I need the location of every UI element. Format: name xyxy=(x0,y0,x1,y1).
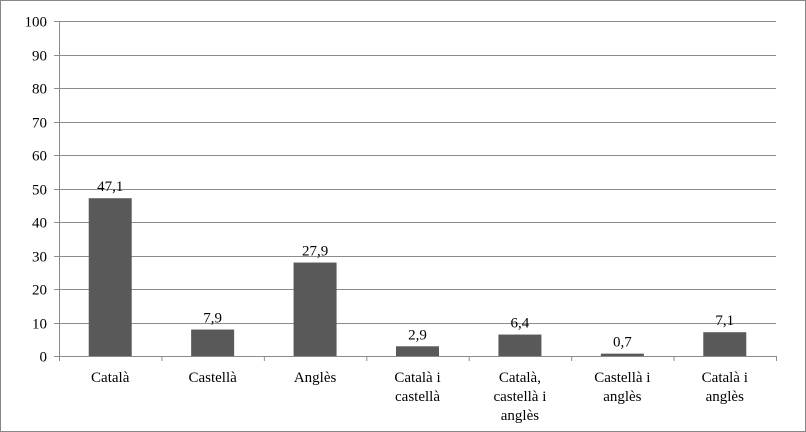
bar xyxy=(191,329,235,356)
bar xyxy=(498,334,542,356)
x-category-label-line: Català i xyxy=(394,370,440,386)
bar xyxy=(88,198,132,356)
bars xyxy=(88,198,747,356)
y-tick-label: 10 xyxy=(32,317,47,333)
y-tick-label: 90 xyxy=(32,49,47,65)
bar xyxy=(396,346,439,356)
bar xyxy=(703,332,747,356)
x-category-label-line: anglès xyxy=(501,408,539,424)
x-category-label: Castellà xyxy=(188,370,237,386)
x-category-label-line: Anglès xyxy=(294,370,337,386)
data-label: 27,9 xyxy=(302,244,328,260)
x-category-label-line: Castellà xyxy=(188,370,237,386)
gridlines xyxy=(59,21,776,324)
x-category-label-line: castellà i xyxy=(493,389,546,405)
x-category-label: Català xyxy=(91,370,130,386)
y-tick-label: 20 xyxy=(32,283,47,299)
y-tick-label: 40 xyxy=(32,216,47,232)
x-category-label-line: Castellà i xyxy=(594,370,650,386)
bar xyxy=(293,262,337,356)
x-axis-category-labels: Català Castellà Anglès Català i castellàCata… xyxy=(91,370,748,424)
x-category-label-line: castellà xyxy=(395,389,440,405)
data-label: 7,1 xyxy=(715,313,734,329)
x-category-label: Castellà i anglès xyxy=(594,370,650,405)
data-label: 6,4 xyxy=(511,316,530,332)
y-tick-label: 80 xyxy=(32,82,47,98)
y-tick-label: 30 xyxy=(32,250,47,266)
y-tick-label: 60 xyxy=(32,149,47,165)
x-category-label-line: Català xyxy=(91,370,130,386)
x-category-label-line: Català i xyxy=(702,370,748,386)
x-category-label-line: anglès xyxy=(603,389,641,405)
y-tick-label: 50 xyxy=(32,183,47,199)
data-label: 47,1 xyxy=(97,179,123,195)
x-category-label: Català i castellà xyxy=(394,370,440,405)
data-label: 0,7 xyxy=(613,335,632,351)
x-category-label: Anglès xyxy=(294,370,337,386)
y-tick-label: 100 xyxy=(25,15,48,31)
x-category-label-line: anglès xyxy=(706,389,744,405)
x-category-label-line: Català, xyxy=(499,370,541,386)
bar xyxy=(600,353,644,356)
axes xyxy=(54,21,777,361)
data-label: 7,9 xyxy=(203,311,222,327)
data-labels: 47,1 7,9 27,9 2,9 6,4 0,7 7,1 xyxy=(97,179,734,350)
data-label: 2,9 xyxy=(408,327,427,343)
y-axis-tick-labels: 0 10 20 30 40 50 60 70 80 90 100 xyxy=(25,15,48,366)
y-tick-label: 0 xyxy=(40,350,48,366)
x-category-label: Català i anglès xyxy=(702,370,748,405)
x-category-label: Català, castellà i anglès xyxy=(493,370,546,424)
y-tick-label: 70 xyxy=(32,116,47,132)
